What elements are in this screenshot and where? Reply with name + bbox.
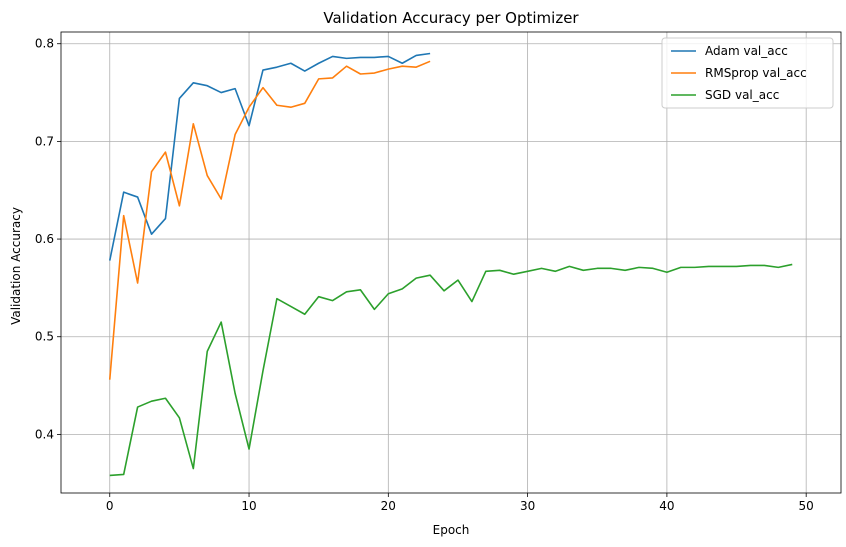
x-tick-label: 10	[241, 499, 256, 513]
y-tick-label: 0.6	[35, 232, 54, 246]
x-tick-label: 20	[381, 499, 396, 513]
series-line-2	[109, 263, 793, 477]
x-tick-label: 40	[659, 499, 674, 513]
legend-label: SGD val_acc	[705, 88, 779, 102]
legend-box	[661, 37, 834, 109]
legend: Adam val_acc RMSprop val_acc SGD val_acc	[661, 37, 834, 109]
y-axis-label: Validation Accuracy	[9, 207, 23, 325]
y-tick-label: 0.5	[35, 330, 54, 344]
x-axis-label: Epoch	[433, 523, 470, 537]
series-line-0	[108, 52, 431, 261]
x-axis: 0 10 20 30 40 50	[106, 493, 814, 513]
y-tick-label: 0.7	[35, 134, 54, 148]
plot-frame	[60, 31, 842, 494]
series-lines	[108, 52, 793, 477]
y-tick-label: 0.4	[35, 427, 54, 441]
series-line-1	[108, 60, 431, 380]
legend-label: Adam val_acc	[705, 44, 788, 58]
legend-label: RMSprop val_acc	[705, 66, 807, 80]
x-tick-label: 30	[520, 499, 535, 513]
x-tick-label: 0	[106, 499, 114, 513]
y-tick-label: 0.8	[35, 37, 54, 51]
x-tick-label: 50	[799, 499, 814, 513]
y-axis: 0.4 0.5 0.6 0.7 0.8	[35, 37, 61, 441]
chart-title: Validation Accuracy per Optimizer	[323, 9, 579, 27]
